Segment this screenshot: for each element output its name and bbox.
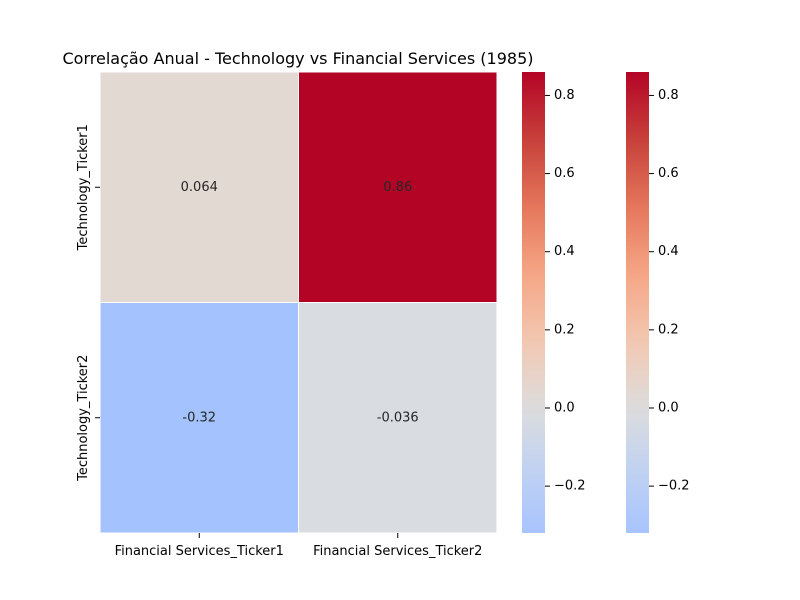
colorbar-tick-label: 0.8 <box>658 88 679 103</box>
cell-value-label: -0.32 <box>182 410 216 425</box>
heatmap-cell <box>298 71 498 303</box>
colorbar-tick-label: 0.2 <box>658 322 679 337</box>
colorbar-tick-label: 0.0 <box>658 400 679 415</box>
colorbar-tick-label: −0.2 <box>658 479 690 494</box>
cell-value-label: 0.86 <box>383 180 412 195</box>
cell-value-label: 0.064 <box>181 180 218 195</box>
colorbar-tick-label: 0.6 <box>554 166 575 181</box>
heatmap-cell <box>99 302 299 534</box>
x-tick-label: Financial Services_Ticker1 <box>115 544 284 559</box>
colorbar-tick-label: 0.8 <box>554 88 575 103</box>
x-tick-label: Financial Services_Ticker2 <box>313 544 482 559</box>
y-axis: Technology_Ticker1 Technology_Ticker2 <box>76 124 100 482</box>
colorbar-tick-label: 0.0 <box>554 400 575 415</box>
x-axis: Financial Services_Ticker1 Financial Serv… <box>115 533 482 559</box>
colorbars: −0.2 0.0 0.2 0.4 0.6 0.8 −0.2 0.0 0.2 0.4 0.6 0.8 <box>522 72 690 533</box>
y-tick-label: Technology_Ticker1 <box>76 124 91 251</box>
colorbar-gradient <box>522 72 545 533</box>
colorbar-tick-label: 0.6 <box>658 166 679 181</box>
colorbar-tick-label: 0.2 <box>554 322 575 337</box>
colorbar: −0.2 0.0 0.2 0.4 0.6 0.8 <box>522 72 586 533</box>
colorbar-gradient <box>626 72 649 533</box>
colorbar: −0.2 0.0 0.2 0.4 0.6 0.8 <box>626 72 690 533</box>
heatmap-cells: 0.064 0.86 -0.32 -0.036 <box>99 71 498 534</box>
heatmap-cell <box>298 302 498 534</box>
heatmap-cell <box>99 71 299 303</box>
y-tick-label: Technology_Ticker2 <box>76 355 91 482</box>
colorbar-tick-label: 0.4 <box>554 244 575 259</box>
chart-title: Correlação Anual - Technology vs Financi… <box>63 49 534 68</box>
colorbar-tick-label: 0.4 <box>658 244 679 259</box>
colorbar-tick-label: −0.2 <box>554 479 586 494</box>
cell-value-label: -0.036 <box>377 410 419 425</box>
